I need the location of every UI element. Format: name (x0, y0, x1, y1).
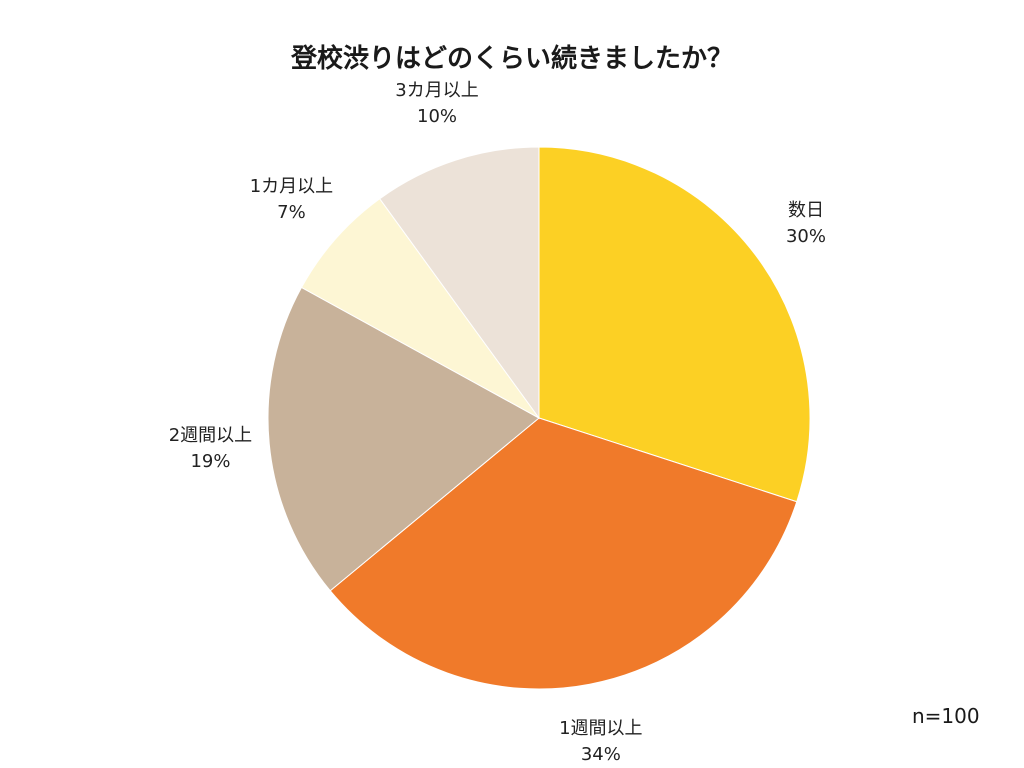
slice-label-text: 1カ月以上 (249, 175, 334, 197)
slice-label-value: 34% (580, 744, 621, 766)
pie-slice-4 (379, 146, 540, 420)
pie-slice-3 (300, 198, 540, 419)
pie-slice-0 (538, 146, 811, 503)
slice-label-text: 2週間以上 (168, 425, 253, 447)
pie-slice-2 (267, 286, 540, 592)
slice-label-value: 10% (417, 106, 458, 128)
slice-label-2: 2週間以上 19% (169, 423, 252, 475)
slice-label-text: 3カ月以上 (395, 80, 479, 102)
slice-label-text: 1週間以上 (559, 718, 643, 740)
slice-label-0: 数日 30% (786, 198, 826, 250)
sample-size-note: n=100 (912, 704, 980, 728)
slice-label-4: 3カ月以上 10% (395, 78, 478, 130)
slice-label-1: 1週間以上 34% (559, 716, 642, 768)
pie-slice-1 (329, 417, 798, 690)
slice-label-3: 1カ月以上 7% (250, 174, 333, 226)
pie-slices (267, 146, 811, 690)
slice-label-value: 30% (785, 226, 826, 248)
slice-label-value: 19% (190, 451, 231, 473)
slice-label-text: 数日 (787, 200, 824, 222)
chart-title: 登校渋りはどのくらい続きましたか？ (290, 44, 733, 74)
slice-label-value: 7% (277, 201, 306, 223)
